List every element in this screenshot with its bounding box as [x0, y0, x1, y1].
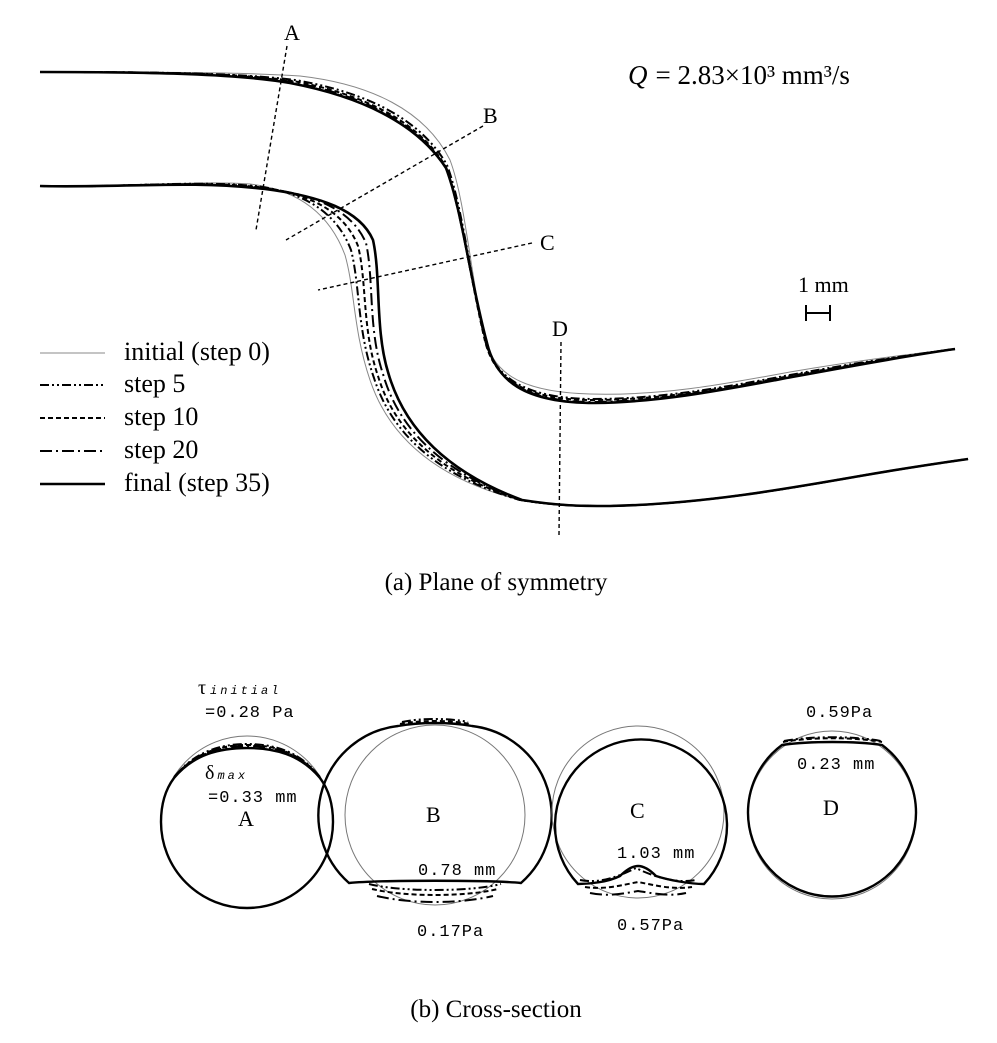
section-c-initial-outline	[551, 725, 725, 899]
section-b-top-step5	[401, 718, 469, 723]
caption-b: (b) Cross-section	[410, 996, 582, 1023]
section-a-disp-subscript: max	[217, 769, 248, 783]
section-marker-c: C	[540, 230, 555, 255]
section-a-disp-label: δ max	[205, 762, 248, 784]
legend-label-final: final (step 35)	[124, 468, 270, 497]
section-a-label: A	[238, 806, 254, 831]
section-b-disp-value: 0.78 mm	[418, 862, 496, 881]
section-b-initial-outline	[344, 724, 526, 906]
flow-rate-label: Q = 2.83×10³ mm³/s	[628, 60, 850, 90]
section-d-step10	[782, 737, 883, 743]
scale-bar-label: 1 mm	[798, 272, 849, 297]
section-a-final	[159, 746, 335, 910]
section-b-bottom-step10	[371, 888, 499, 896]
section-a-disp-value: =0.33 mm	[208, 789, 298, 808]
flow-rate-value: = 2.83×10³ mm³/s	[656, 60, 850, 90]
section-a-wss-value: =0.28 Pa	[205, 704, 295, 723]
section-c-label: C	[630, 798, 645, 823]
cross-section-d: D 0.59Pa 0.23 mm	[746, 704, 918, 900]
section-d-label: D	[823, 795, 839, 820]
scale-bar	[805, 305, 831, 321]
plane-of-symmetry-panel: A B C D Q = 2.83×10³ mm³/s 1 mm initial (…	[39, 20, 969, 596]
section-c-bottom-step5	[579, 866, 697, 882]
section-marker-b: B	[483, 103, 498, 128]
section-a-wss-subscript: initial	[210, 684, 281, 698]
section-b-wss-value: 0.17Pa	[417, 923, 484, 942]
legend: initial (step 0) step 5 step 10 step 20 …	[40, 337, 270, 497]
legend-label-step10: step 10	[124, 402, 198, 431]
section-marker-a: A	[284, 20, 300, 45]
section-a-disp-symbol: δ	[205, 762, 214, 784]
inner-wall-final	[39, 183, 969, 508]
section-b-bottom-step5	[368, 883, 502, 891]
section-c-final	[553, 738, 729, 886]
section-d-disp-value: 0.23 mm	[797, 756, 875, 775]
section-c-wss-value: 0.57Pa	[617, 917, 684, 936]
cross-section-panel: A τ initial =0.28 Pa δ max =0.33 mm B 0.78…	[159, 677, 918, 1023]
legend-label-step5: step 5	[124, 369, 185, 398]
section-d-wss-value: 0.59Pa	[806, 704, 873, 723]
cut-line-d	[558, 341, 562, 536]
cross-section-c: C 1.03 mm 0.57Pa	[551, 725, 729, 936]
section-b-bottom-step20	[376, 895, 494, 903]
section-b-top-step10	[399, 720, 471, 725]
cut-line-b	[285, 125, 484, 241]
legend-label-step20: step 20	[124, 435, 198, 464]
flow-rate-symbol: Q	[628, 60, 648, 90]
cross-section-b: B 0.78 mm 0.17Pa	[317, 718, 553, 942]
section-b-label: B	[426, 802, 441, 827]
section-c-bottom-step20	[589, 889, 687, 896]
section-marker-d: D	[552, 316, 568, 341]
legend-label-initial: initial (step 0)	[124, 337, 270, 366]
section-c-bottom-step10	[584, 880, 693, 889]
cross-section-a: A τ initial =0.28 Pa δ max =0.33 mm	[159, 677, 335, 910]
caption-a: (a) Plane of symmetry	[385, 569, 608, 596]
section-c-disp-value: 1.03 mm	[617, 845, 695, 864]
outer-wall-final	[39, 70, 956, 405]
section-a-wss-symbol: τ	[198, 677, 206, 699]
section-b-final	[317, 721, 553, 885]
section-a-wss-label: τ initial	[198, 677, 281, 699]
section-d-final	[746, 740, 918, 898]
cut-line-c	[317, 242, 533, 291]
cut-line-a	[255, 45, 288, 231]
